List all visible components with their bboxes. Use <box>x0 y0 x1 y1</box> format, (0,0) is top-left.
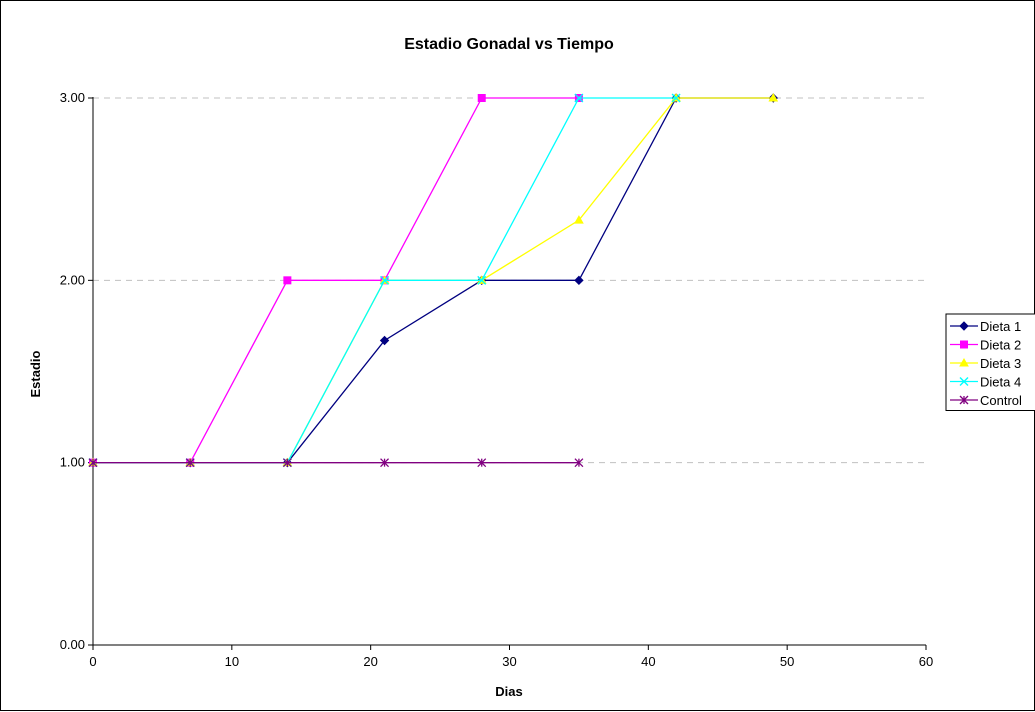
data-point-star <box>477 458 487 468</box>
data-point-diamond <box>959 321 969 331</box>
chart-title: Estadio Gonadal vs Tiempo <box>404 36 614 53</box>
data-point-square <box>283 276 292 285</box>
data-point-x-stroke <box>671 93 681 103</box>
data-point-star <box>88 458 98 468</box>
data-point-x-stroke <box>959 377 969 386</box>
x-tick-label: 10 <box>225 654 239 669</box>
data-point-diamond <box>574 275 584 286</box>
legend-item: Dieta 1 <box>950 319 1021 334</box>
legend-label: Dieta 3 <box>980 356 1021 371</box>
series-group <box>88 92 779 468</box>
data-point-x <box>477 275 487 285</box>
data-point-triangle <box>574 215 584 224</box>
data-point-square <box>960 340 968 349</box>
x-tick-label: 30 <box>502 654 516 669</box>
data-point-x-stroke <box>380 275 390 285</box>
gridlines <box>93 97 926 464</box>
tick-labels: 0.00 1.00 2.00 3.00 0 10 20 30 40 50 60 <box>60 90 934 669</box>
legend-label: Dieta 4 <box>980 375 1021 390</box>
y-tick-label: 3.00 <box>60 90 85 105</box>
x-tick-label: 50 <box>780 654 794 669</box>
data-point-diamond <box>379 335 390 346</box>
y-axis-label: Estadio <box>28 350 43 397</box>
x-tick-label: 60 <box>919 654 933 669</box>
legend-box <box>945 313 1035 411</box>
data-point-star <box>380 458 390 468</box>
data-point-x <box>959 377 969 386</box>
legend-label: Control <box>980 393 1022 408</box>
axes <box>88 97 927 650</box>
x-tick-label: 40 <box>641 654 655 669</box>
legend-label: Dieta 2 <box>980 338 1021 353</box>
data-point-star <box>282 458 292 468</box>
legend-item: Dieta 3 <box>950 356 1021 371</box>
data-point-triangle <box>959 357 969 367</box>
data-point-triangle <box>768 92 779 102</box>
y-tick-label: 2.00 <box>60 272 85 287</box>
data-point-star <box>185 458 195 468</box>
y-tick-label: 0.00 <box>60 637 85 652</box>
x-tick-label: 20 <box>363 654 377 669</box>
data-point-x <box>574 93 584 103</box>
data-point-x-stroke <box>477 275 487 285</box>
data-point-x-stroke <box>574 93 584 103</box>
series-control <box>88 458 584 468</box>
data-point-square <box>477 94 486 102</box>
data-point-x <box>380 275 390 285</box>
data-point-x <box>671 93 681 103</box>
legend-item: Dieta 4 <box>950 375 1021 390</box>
x-tick-label: 0 <box>89 654 96 669</box>
legend-item: Dieta 2 <box>950 338 1021 353</box>
legend: Dieta 1 Dieta 2 Dieta 3 Dieta 4 Control <box>945 313 1035 411</box>
data-point-star <box>574 458 584 468</box>
x-axis-label: Dias <box>495 684 522 699</box>
legend-label: Dieta 1 <box>980 319 1021 334</box>
data-point-star <box>959 395 969 405</box>
legend-item: Control <box>950 393 1022 408</box>
y-tick-label: 1.00 <box>60 455 85 470</box>
